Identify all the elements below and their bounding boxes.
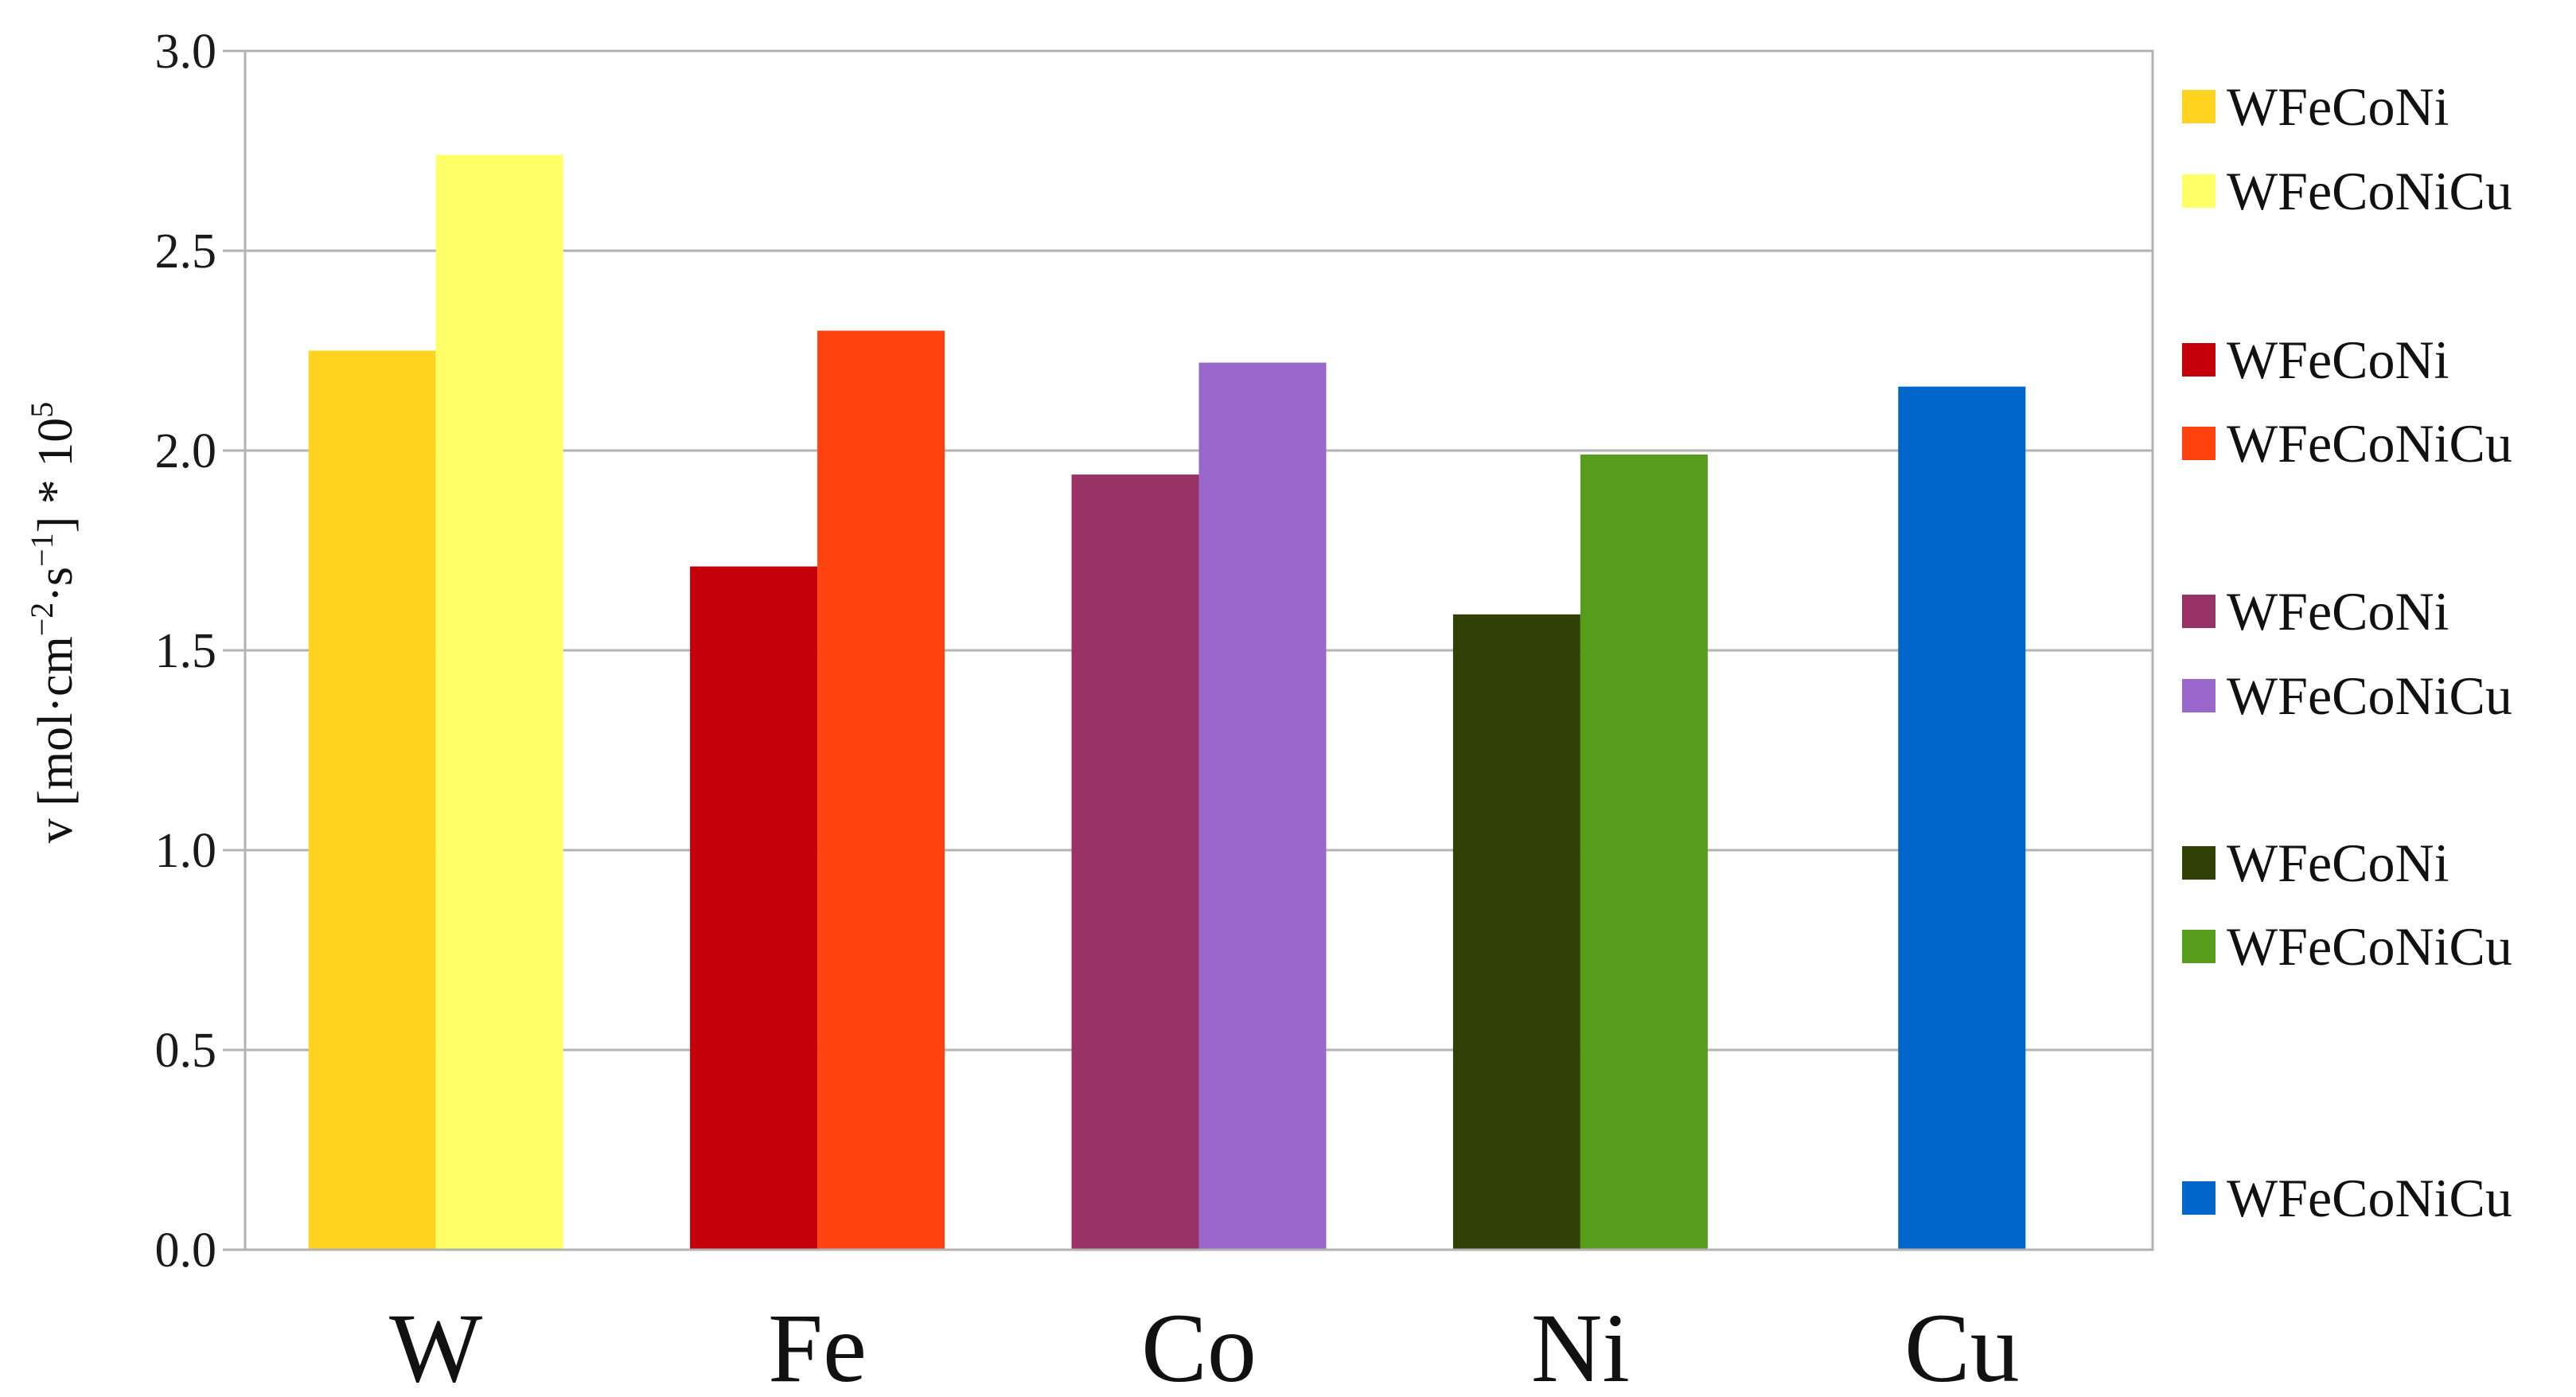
x-tick-label: Co bbox=[1141, 1294, 1257, 1397]
x-tick-label: Cu bbox=[1904, 1294, 2020, 1397]
legend-label: WFeCoNi bbox=[2227, 833, 2449, 893]
bar-ni-wfeconi bbox=[1452, 614, 1580, 1250]
bar-ni-wfeconicu bbox=[1580, 455, 1708, 1250]
y-tick-label: 3.0 bbox=[155, 25, 217, 79]
y-axis-ticks: 0.0 0.5 1.0 1.5 2.0 2.5 3.0 bbox=[155, 25, 245, 1278]
bar-co-wfeconi bbox=[1071, 474, 1199, 1250]
y-tick-label: 2.0 bbox=[155, 424, 217, 478]
legend-label: WFeCoNi bbox=[2227, 330, 2449, 390]
bar-w-wfeconi bbox=[308, 350, 436, 1250]
legend-swatch bbox=[2182, 1181, 2216, 1215]
legend-label: WFeCoNiCu bbox=[2227, 161, 2512, 221]
legend-label: WFeCoNi bbox=[2227, 581, 2449, 642]
y-tick-label: 0.5 bbox=[155, 1024, 217, 1078]
legend-swatch bbox=[2182, 595, 2216, 628]
x-tick-label: Ni bbox=[1531, 1294, 1630, 1397]
y-tick-label: 1.0 bbox=[155, 824, 217, 878]
bar-co-wfeconicu bbox=[1198, 362, 1327, 1250]
bar-cu-wfeconicu bbox=[1898, 386, 2026, 1251]
bars bbox=[308, 154, 2026, 1251]
legend-label: WFeCoNiCu bbox=[2227, 665, 2512, 726]
bar-fe-wfeconi bbox=[690, 566, 818, 1250]
legend-swatch bbox=[2182, 846, 2216, 880]
legend-label: WFeCoNiCu bbox=[2227, 413, 2512, 474]
bar-w-wfeconicu bbox=[435, 154, 563, 1250]
legend-swatch bbox=[2182, 679, 2216, 712]
legend-swatch bbox=[2182, 174, 2216, 208]
legend-swatch bbox=[2182, 930, 2216, 963]
legend-swatch bbox=[2182, 427, 2216, 460]
x-axis-ticks: W Fe Co Ni Cu bbox=[389, 1294, 2019, 1397]
y-tick-label: 0.0 bbox=[155, 1223, 217, 1278]
legend-label: WFeCoNiCu bbox=[2227, 1168, 2512, 1228]
y-axis-label: v [mol·cm−2·s−1] * 105 bbox=[24, 402, 83, 844]
legend: WFeCoNi WFeCoNiCu WFeCoNi WFeCoNiCu WFeCoNi W… bbox=[2182, 76, 2512, 1228]
x-tick-label: Fe bbox=[768, 1294, 867, 1397]
legend-label: WFeCoNiCu bbox=[2227, 916, 2512, 977]
y-tick-label: 2.5 bbox=[155, 224, 217, 279]
x-tick-label: W bbox=[389, 1294, 482, 1397]
legend-swatch bbox=[2182, 343, 2216, 377]
legend-swatch bbox=[2182, 90, 2216, 123]
legend-label: WFeCoNi bbox=[2227, 76, 2449, 137]
bar-fe-wfeconicu bbox=[817, 330, 945, 1250]
y-tick-label: 1.5 bbox=[155, 624, 217, 678]
